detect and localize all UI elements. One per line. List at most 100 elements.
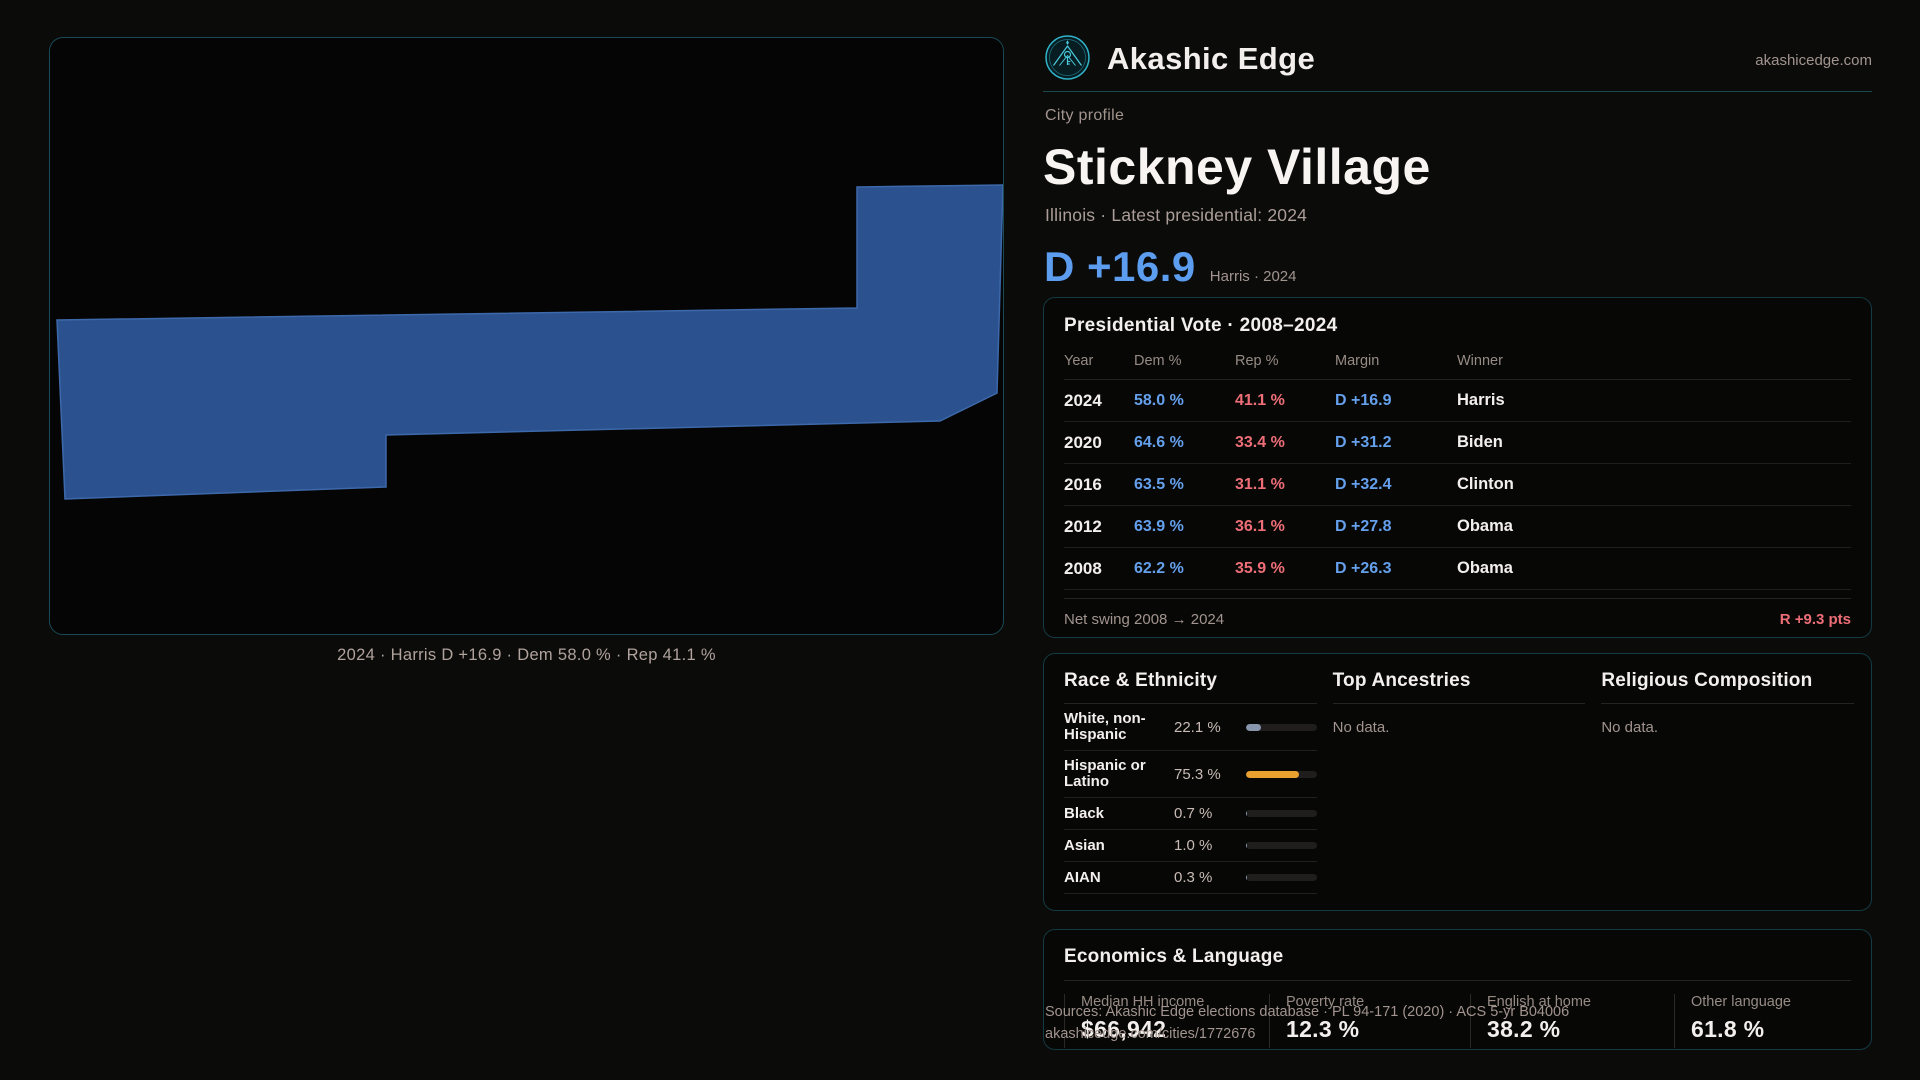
race-ethnicity-rows: White, non-Hispanic 22.1 % Hispanic or Lat… [1064,704,1317,894]
vote-column-header: Rep % [1235,353,1279,369]
race-label: Black [1064,804,1105,822]
stat-label: Median HH income [1081,994,1205,1010]
page-subtitle: Illinois · Latest presidential: 2024 [1045,205,1308,225]
vote-cell: 64.6 % [1134,433,1184,451]
race-row: Asian 1.0 % [1064,830,1317,862]
headline-margin-note: Harris · 2024 [1209,268,1297,285]
akashic-edge-logo-icon[interactable] [1044,34,1091,81]
economic-stat: English at home 38.2 % [1470,994,1674,1048]
vote-cell: 2016 [1064,474,1102,494]
vote-cell: 63.5 % [1134,475,1184,493]
vote-table-title: Presidential Vote · 2008–2024 [1064,315,1338,336]
race-bar [1245,874,1317,881]
religious-composition-column: Religious Composition No data. [1601,670,1854,894]
vote-cell: 35.9 % [1235,559,1285,577]
vote-cell: D +26.3 [1335,559,1392,577]
vote-cell: 2012 [1064,516,1102,536]
race-label: Asian [1064,836,1105,854]
sources-line: Sources: Akashic Edge elections database… [1045,1004,1570,1020]
race-label: Hispanic or Latino [1064,757,1146,790]
economic-stat: Other language 61.8 % [1674,994,1851,1048]
city-boundary-shape [56,184,1003,500]
vote-cell: Clinton [1457,475,1514,493]
top-ancestries-column: Top Ancestries No data. [1332,670,1586,894]
vote-cell: 36.1 % [1235,517,1285,535]
race-ethnicity-column: Race & Ethnicity White, non-Hispanic 22.1… [1064,670,1317,894]
vote-table-body: 2024 58.0 % 41.1 % D +16.9 Harris 2020 64.6 % 3… [1064,380,1851,590]
vote-cell: 33.4 % [1235,433,1285,451]
stat-label: Other language [1691,994,1791,1010]
vote-cell: 58.0 % [1134,391,1184,409]
race-row: AIAN 0.3 % [1064,862,1317,894]
map-caption: 2024 · Harris D +16.9 · Dem 58.0 % · Rep… [337,646,716,664]
vote-table-row: 2012 63.9 % 36.1 % D +27.8 Obama [1064,506,1851,548]
vote-cell: 62.2 % [1134,559,1184,577]
vote-cell: Obama [1457,517,1513,535]
vote-cell: 2024 [1064,390,1102,410]
net-swing-value: R +9.3 pts [1779,611,1851,628]
page-eyebrow: City profile [1045,107,1125,124]
race-value: 75.3 % [1174,765,1221,783]
net-swing-label: Net swing 2008 → 2024 [1064,611,1225,628]
vote-cell: Biden [1457,433,1503,451]
headline-margin: D +16.9 [1044,243,1196,290]
race-value: 22.1 % [1174,718,1221,736]
race-bar-fill [1245,723,1262,731]
city-map-panel [49,37,1004,635]
city-permalink[interactable]: akashicedge.com/cities/1772676 [1045,1025,1256,1042]
presidential-vote-panel: Presidential Vote · 2008–2024 Year Dem % R… [1043,297,1872,638]
vote-table-row: 2008 62.2 % 35.9 % D +26.3 Obama [1064,548,1851,590]
vote-cell: 2008 [1064,558,1102,578]
race-value: 0.7 % [1174,805,1213,822]
economic-stat: Median HH income $66,942 [1064,994,1269,1048]
race-bar [1245,770,1317,778]
vote-cell: 31.1 % [1235,475,1285,493]
race-bar [1245,842,1317,849]
header-divider [1043,91,1872,92]
vote-cell: 63.9 % [1134,517,1184,535]
sources-footer: Sources: Akashic Edge elections database… [1045,1002,1569,1045]
vote-cell: D +31.2 [1335,433,1392,451]
page-title: Stickney Village [1043,139,1431,195]
vote-column-header: Margin [1335,353,1380,369]
race-bar [1245,723,1317,731]
vote-table-footer: Net swing 2008 → 2024 R +9.3 pts [1064,598,1851,640]
race-row: Hispanic or Latino 75.3 % [1064,751,1317,798]
brand-name: Akashic Edge [1107,41,1316,76]
race-label: AIAN [1064,868,1101,886]
vote-cell: 2020 [1064,432,1102,452]
vote-table-header: Year Dem % Rep % Margin Winner [1064,343,1851,380]
religious-composition-empty: No data. [1601,719,1659,736]
vote-table-row: 2024 58.0 % 41.1 % D +16.9 Harris [1064,380,1851,422]
vote-cell: D +16.9 [1335,391,1392,409]
stat-value: 61.8 % [1691,1016,1765,1042]
vote-cell: D +32.4 [1335,475,1392,493]
stat-label: English at home [1487,994,1591,1010]
top-ancestries-empty: No data. [1332,719,1390,736]
top-ancestries-title: Top Ancestries [1332,670,1586,704]
economics-panel: Economics & Language Median HH income $66… [1043,929,1872,1050]
vote-cell: Harris [1457,391,1505,409]
vote-cell: Obama [1457,559,1513,577]
vote-cell: 41.1 % [1235,391,1285,409]
headline-margin-row: D +16.9 Harris · 2024 [1044,243,1296,291]
demographics-panel: Race & Ethnicity White, non-Hispanic 22.1… [1043,653,1872,911]
vote-column-header: Dem % [1134,353,1182,369]
stat-value: 38.2 % [1487,1016,1561,1042]
race-row: Black 0.7 % [1064,798,1317,830]
vote-column-header: Year [1064,353,1094,369]
economics-stats: Median HH income $66,942 Poverty rate 12.3 … [1064,994,1851,1048]
race-ethnicity-title: Race & Ethnicity [1064,670,1317,704]
race-label: White, non-Hispanic [1064,710,1146,743]
stat-value: $66,942 [1081,1016,1167,1042]
brand-domain-link[interactable]: akashicedge.com [1755,52,1872,69]
vote-cell: D +27.8 [1335,517,1392,535]
economic-stat: Poverty rate 12.3 % [1269,994,1470,1048]
race-row: White, non-Hispanic 22.1 % [1064,704,1317,751]
city-map [56,184,1003,500]
vote-table-row: 2016 63.5 % 31.1 % D +32.4 Clinton [1064,464,1851,506]
stat-label: Poverty rate [1286,994,1365,1010]
race-value: 1.0 % [1174,837,1213,854]
race-bar-fill [1245,842,1247,849]
